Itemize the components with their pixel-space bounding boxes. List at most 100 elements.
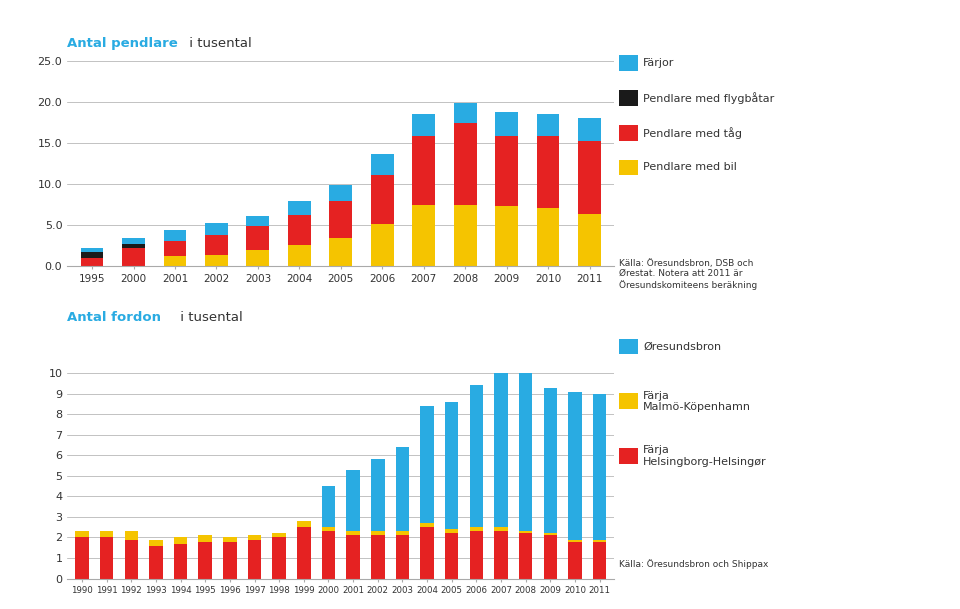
Bar [100, 538, 113, 579]
Bar [519, 531, 533, 533]
Bar [396, 447, 409, 531]
Bar [248, 535, 261, 540]
Bar [444, 533, 459, 579]
Bar [125, 531, 138, 540]
Bar [163, 256, 186, 266]
Text: Färja
Helsingborg-Helsingør: Färja Helsingborg-Helsingør [643, 445, 767, 467]
Bar [593, 541, 607, 579]
Text: Pendlare med tåg: Pendlare med tåg [643, 127, 742, 139]
Bar [322, 486, 335, 527]
Bar [223, 538, 237, 541]
Bar [568, 392, 582, 540]
Bar [288, 200, 311, 214]
Text: Øresundsbron: Øresundsbron [643, 342, 721, 351]
Bar [444, 402, 459, 529]
Bar [248, 540, 261, 579]
Text: Antal fordon: Antal fordon [67, 311, 161, 324]
Bar [494, 531, 508, 579]
Bar [149, 540, 162, 546]
Bar [537, 208, 560, 266]
Bar [205, 255, 228, 266]
Bar [100, 531, 113, 538]
Bar [174, 544, 187, 579]
Bar [371, 459, 385, 531]
Bar [371, 535, 385, 579]
Bar [205, 235, 228, 255]
Bar [568, 541, 582, 579]
Bar [568, 540, 582, 541]
Bar [347, 535, 360, 579]
Bar [454, 124, 476, 205]
Bar [578, 118, 601, 141]
Bar [537, 114, 560, 136]
Bar [273, 538, 286, 579]
Text: Källa: Öresundsbron och Shippax: Källa: Öresundsbron och Shippax [619, 560, 769, 569]
Bar [75, 531, 88, 538]
Bar [174, 538, 187, 544]
Text: i tusental: i tusental [176, 311, 243, 324]
Bar [519, 533, 533, 579]
Bar [329, 200, 352, 238]
Bar [543, 387, 557, 533]
Bar [371, 175, 394, 224]
Bar [578, 141, 601, 214]
Bar [297, 527, 311, 579]
Bar [469, 385, 483, 527]
Text: Pendlare med bil: Pendlare med bil [643, 163, 737, 172]
Bar [288, 214, 311, 245]
Bar [543, 535, 557, 579]
Bar [347, 470, 360, 531]
Bar [81, 252, 104, 258]
Bar [223, 541, 237, 579]
Bar [205, 223, 228, 235]
Text: Pendlare med flygbåtar: Pendlare med flygbåtar [643, 92, 775, 104]
Bar [469, 531, 483, 579]
Bar [396, 535, 409, 579]
Bar [469, 527, 483, 531]
Bar [247, 250, 270, 266]
Bar [412, 114, 435, 136]
Bar [122, 238, 145, 244]
Bar [81, 258, 104, 266]
Text: Färja
Malmö-Köpenhamn: Färja Malmö-Köpenhamn [643, 390, 752, 412]
Bar [495, 136, 518, 206]
Bar [371, 531, 385, 535]
Bar [322, 527, 335, 531]
Bar [273, 533, 286, 538]
Text: Antal pendlare: Antal pendlare [67, 37, 178, 50]
Bar [494, 373, 508, 527]
Bar [247, 226, 270, 250]
Bar [593, 540, 607, 541]
Bar [412, 136, 435, 205]
Bar [537, 136, 560, 208]
Bar [122, 244, 145, 248]
Bar [329, 238, 352, 266]
Bar [322, 531, 335, 579]
Bar [371, 224, 394, 266]
Bar [149, 546, 162, 579]
Bar [329, 185, 352, 200]
Bar [412, 205, 435, 266]
Text: TENDENSÖRESUND 2012: TENDENSÖRESUND 2012 [19, 15, 269, 32]
Bar [396, 531, 409, 535]
Bar [163, 241, 186, 256]
Bar [420, 523, 434, 527]
Bar [122, 248, 145, 266]
Bar [371, 153, 394, 175]
Bar [199, 541, 212, 579]
Bar [125, 540, 138, 579]
Bar [593, 393, 607, 540]
Text: i tusental: i tusental [185, 37, 252, 50]
Bar [578, 214, 601, 266]
Bar [288, 245, 311, 266]
Bar [519, 365, 533, 531]
Bar [420, 527, 434, 579]
Bar [163, 230, 186, 241]
Bar [297, 521, 311, 527]
Bar [495, 112, 518, 136]
Bar [454, 103, 476, 124]
Bar [494, 527, 508, 531]
Bar [495, 206, 518, 266]
Bar [420, 406, 434, 523]
Bar [75, 538, 88, 579]
